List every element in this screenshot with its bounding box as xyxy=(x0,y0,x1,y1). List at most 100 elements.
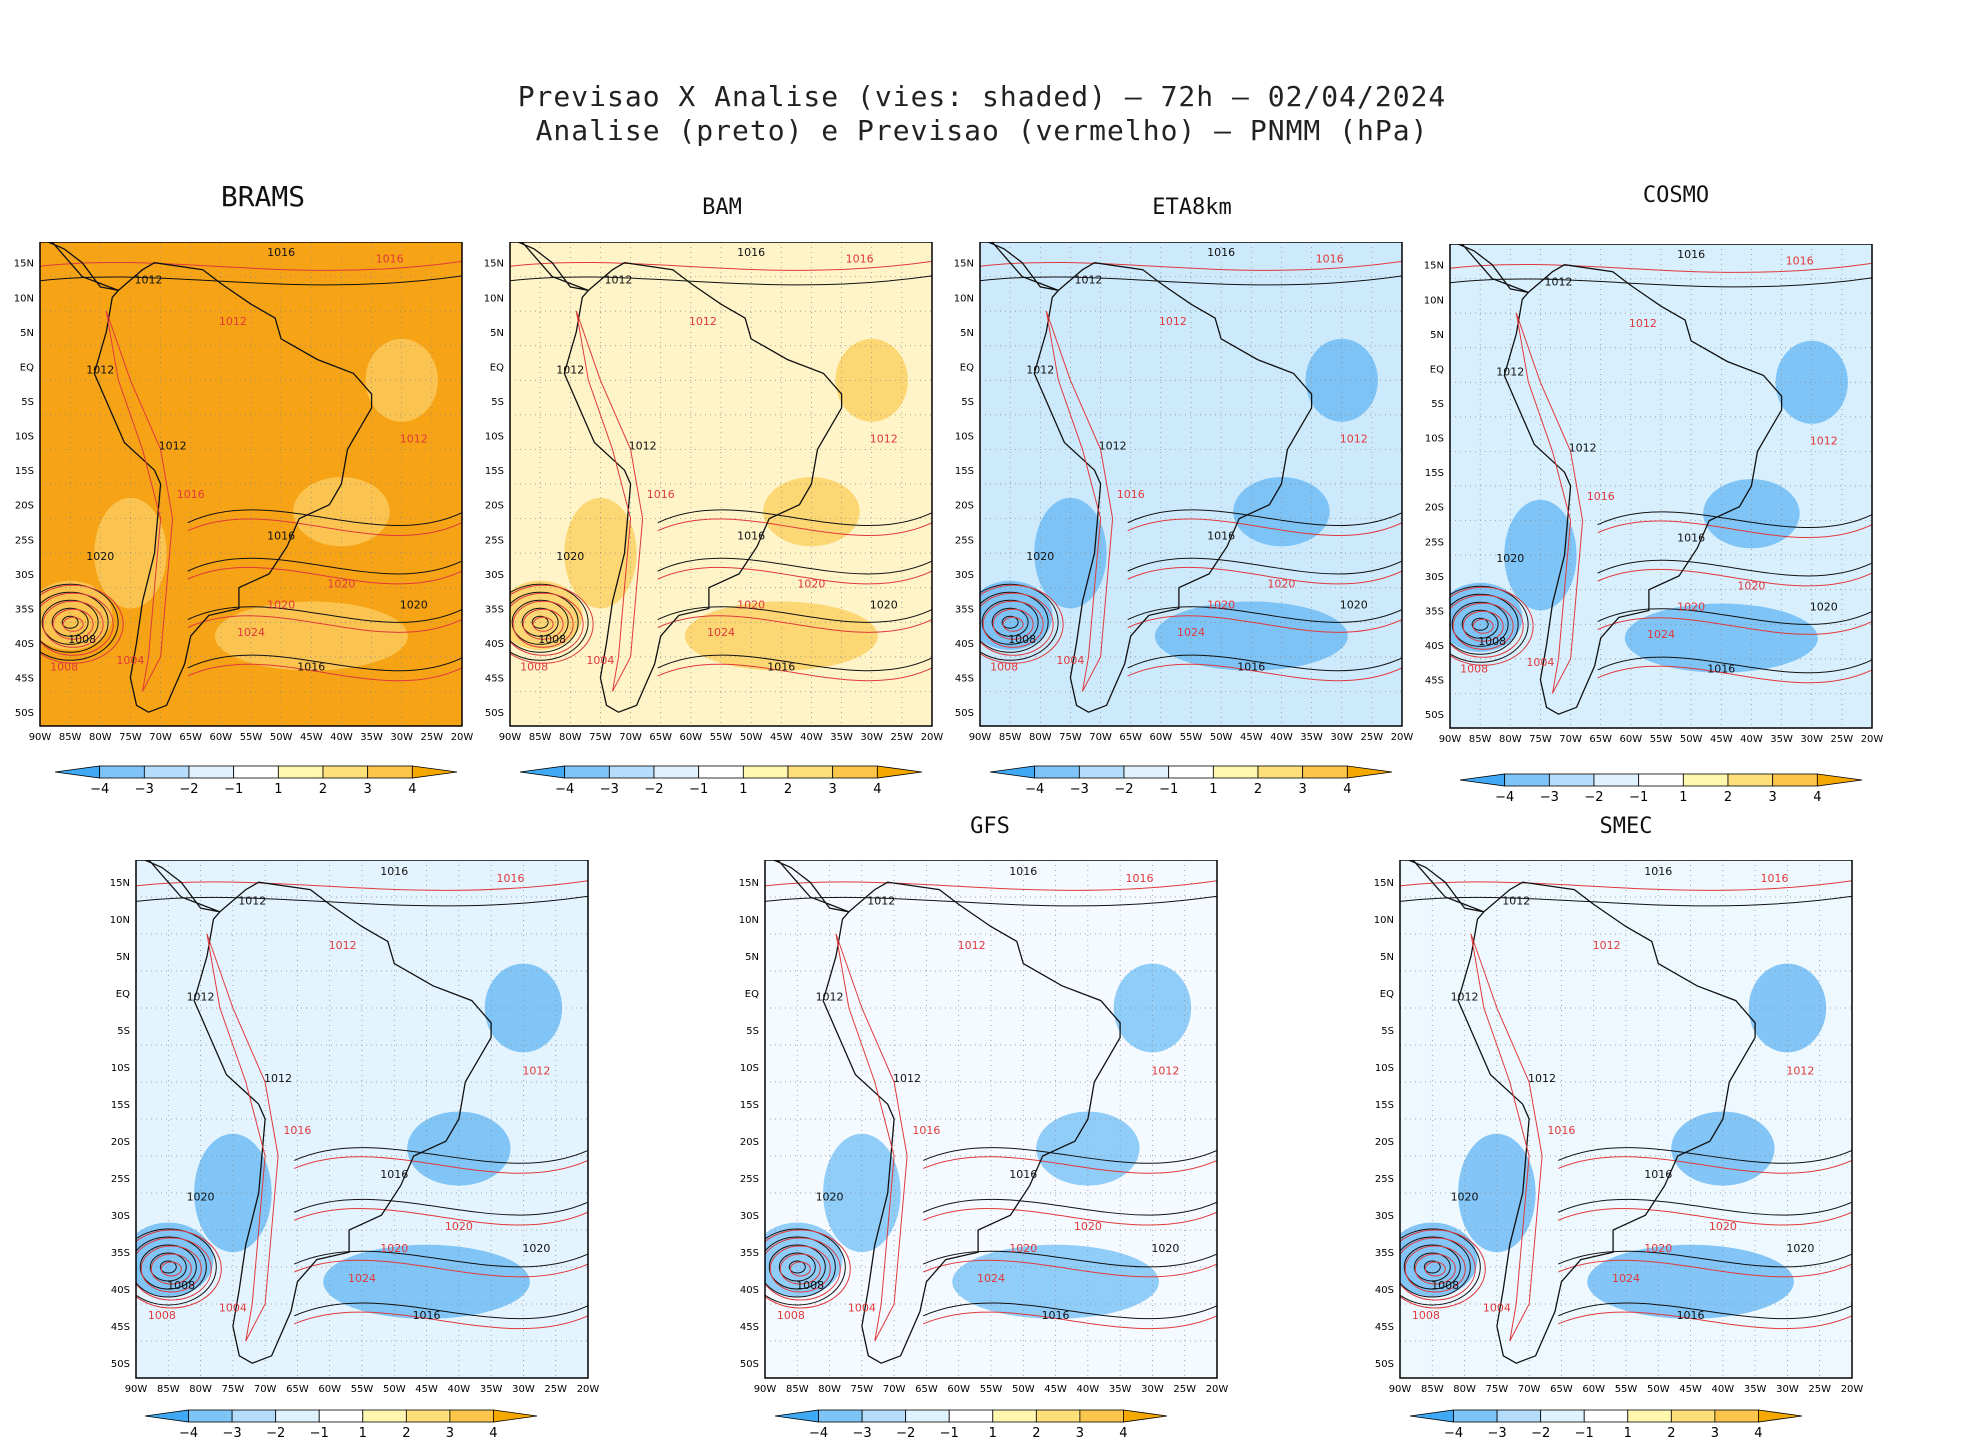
analysis-isobar xyxy=(1450,593,1519,655)
lat-tick-label: 10S xyxy=(111,1063,130,1074)
colorbar-label: −2 xyxy=(644,782,663,797)
colorbar-label: −1 xyxy=(1629,790,1648,805)
lat-tick-label: 15S xyxy=(1425,468,1444,479)
coastline xyxy=(986,242,1059,292)
lon-tick-label: 40W xyxy=(448,1384,471,1395)
lon-tick-label: 25W xyxy=(1361,732,1384,743)
forecast-contour-label: 1012 xyxy=(689,315,717,328)
lat-tick-label: 5N xyxy=(960,328,974,339)
colorbar-label: −3 xyxy=(135,782,154,797)
forecast-isobar xyxy=(510,260,932,271)
forecast-isobar xyxy=(657,615,932,633)
colorbar-swatch xyxy=(1346,765,1393,779)
forecast-contour-label: 1012 xyxy=(329,939,357,952)
lat-tick-label: EQ xyxy=(960,362,974,373)
forecast-isobar xyxy=(1400,880,1852,891)
forecast-contour-label: 1004 xyxy=(848,1301,876,1314)
lat-tick-label: 5S xyxy=(961,397,974,408)
lat-tick-label: EQ xyxy=(116,989,130,1000)
panel-map: 1016 1012 1012 1020 1008 1016 1020 1012 1016 1016… xyxy=(110,860,599,1395)
forecast-contour-label: 1008 xyxy=(990,661,1018,674)
colorbar-label: 1 xyxy=(1679,790,1687,805)
analysis-contour-label: 1016 xyxy=(1707,663,1735,676)
colorbar-swatch xyxy=(1816,773,1863,787)
panel-title-cosmo: COSMO xyxy=(1642,183,1710,208)
forecast-isobar xyxy=(52,608,94,640)
lon-tick-label: 90W xyxy=(29,732,52,743)
bias-patch xyxy=(407,1111,511,1186)
lat-tick-label: 20S xyxy=(15,501,34,512)
lon-tick-label: 55W xyxy=(980,1384,1003,1395)
colorbar-swatch xyxy=(322,765,369,779)
lat-tick-label: 30S xyxy=(111,1211,130,1222)
lon-tick-label: 90W xyxy=(1389,1384,1412,1395)
lon-tick-label: 50W xyxy=(1647,1384,1670,1395)
lat-tick-label: 50S xyxy=(485,708,504,719)
analysis-isobar xyxy=(1597,559,1872,577)
lat-tick-label: 30S xyxy=(15,570,34,581)
forecast-contour-label: 1020 xyxy=(1267,578,1295,591)
analysis-contour-label: 1016 xyxy=(767,661,795,674)
lat-tick-label: 15N xyxy=(484,259,504,270)
analysis-contour-label: 1020 xyxy=(1786,1242,1814,1255)
colorbar-label: −4 xyxy=(555,782,574,797)
lat-tick-label: 20S xyxy=(955,501,974,512)
forecast-isobar xyxy=(1452,602,1514,650)
analysis-isobar xyxy=(1597,608,1872,625)
lon-tick-label: 75W xyxy=(222,1384,245,1395)
lat-tick-label: EQ xyxy=(490,362,504,373)
colorbar-swatch xyxy=(1638,773,1684,787)
lon-tick-label: 60W xyxy=(1150,732,1173,743)
map-frame xyxy=(979,242,1403,727)
forecast-contour-label: 1004 xyxy=(586,654,614,667)
lon-tick-label: 75W xyxy=(1529,734,1552,745)
lon-tick-label: 40W xyxy=(800,732,823,743)
analysis-isobar xyxy=(1451,601,1509,647)
forecast-contour-label: 1012 xyxy=(870,433,898,446)
bias-patch xyxy=(323,1244,530,1319)
lat-tick-label: 50S xyxy=(1375,1359,1394,1370)
forecast-contour-label: 1020 xyxy=(1709,1220,1737,1233)
colorbar-swatch xyxy=(787,765,834,779)
analysis-contour-label: 1012 xyxy=(1099,439,1127,452)
analysis-isobar xyxy=(1597,511,1872,529)
analysis-contour-label: 1008 xyxy=(538,633,566,646)
lat-tick-label: 50S xyxy=(1425,710,1444,721)
coastline xyxy=(1406,860,1485,913)
forecast-isobar xyxy=(1597,665,1872,684)
forecast-contour-label: 1004 xyxy=(1483,1301,1511,1314)
lon-tick-label: 80W xyxy=(818,1384,841,1395)
lon-tick-label: 85W xyxy=(1469,734,1492,745)
analysis-contour-label: 1016 xyxy=(1042,1309,1070,1322)
lon-tick-label: 50W xyxy=(270,732,293,743)
lon-tick-label: 40W xyxy=(1270,732,1293,743)
analysis-contour-label: 1012 xyxy=(86,363,114,376)
lat-tick-label: 45S xyxy=(740,1322,759,1333)
lat-tick-label: 20S xyxy=(111,1137,130,1148)
lat-tick-label: 5N xyxy=(490,328,504,339)
lat-tick-label: 25S xyxy=(15,535,34,546)
bias-patch xyxy=(1233,477,1330,547)
forecast-isobar xyxy=(1450,594,1524,658)
colorbar-label: 1 xyxy=(1209,782,1217,797)
analysis-contour-label: 1020 xyxy=(1496,552,1524,565)
forecast-isobar xyxy=(1450,586,1534,666)
colorbar-label: −1 xyxy=(689,782,708,797)
analysis-isobar xyxy=(187,606,462,623)
coastline xyxy=(822,881,1121,1364)
lat-tick-label: 15N xyxy=(110,878,130,889)
analysis-isobar xyxy=(293,1250,588,1268)
coastline xyxy=(1503,264,1783,715)
bias-patch xyxy=(194,1133,272,1253)
forecast-isobar xyxy=(1127,663,1402,682)
lon-tick-label: 35W xyxy=(360,732,383,743)
colorbar-label: −1 xyxy=(940,1426,959,1441)
colorbar-swatch xyxy=(775,1409,819,1423)
analysis-contour-label: 1016 xyxy=(1237,661,1265,674)
panel-map: 1016 1012 1012 1020 1008 1016 1020 1012 1016 1016… xyxy=(14,242,473,743)
colorbar: −4 −3 −2 −1 1 2 3 4 xyxy=(990,765,1393,797)
analysis-isobar xyxy=(187,509,462,527)
analysis-contour-label: 1012 xyxy=(629,439,657,452)
lon-tick-label: 70W xyxy=(254,1384,277,1395)
forecast-contour-label: 1016 xyxy=(1126,872,1154,885)
